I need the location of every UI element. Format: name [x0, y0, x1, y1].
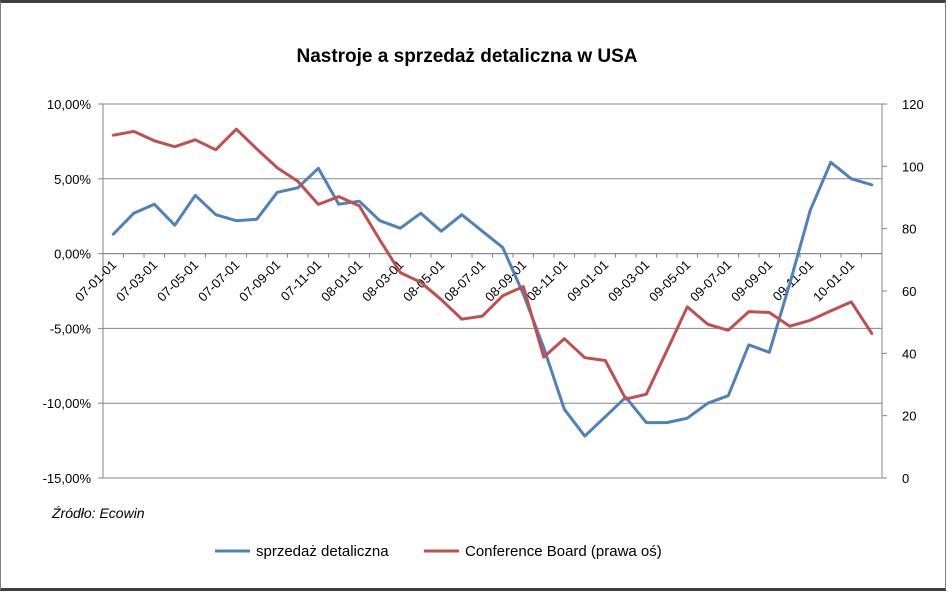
chart-title: Nastroje a sprzedaż detaliczna w USA — [296, 46, 637, 67]
legend-label-conference-board: Conference Board (prawa oś) — [465, 543, 662, 560]
x-tick-label: 10-01-01 — [810, 257, 857, 304]
x-tick-label: 09-05-01 — [646, 257, 693, 304]
right-y-axis-ticks: 120 100 80 60 40 20 0 — [882, 97, 924, 486]
x-tick-label: 09-09-01 — [728, 257, 775, 304]
x-tick-label: 09-01-01 — [564, 257, 611, 304]
right-tick-label: 0 — [902, 471, 909, 486]
legend: sprzedaż detaliczna Conference Board (pr… — [215, 543, 662, 560]
x-tick-label: 09-11-01 — [770, 257, 817, 304]
x-tick-label: 08-03-01 — [359, 257, 406, 304]
left-tick-label: 0,00% — [54, 247, 91, 262]
x-axis-ticks: 07-01-0107-03-0107-05-0107-07-0107-09-01… — [72, 253, 883, 305]
series-line-conference-board — [111, 127, 874, 401]
series-line-retail-sales — [111, 160, 874, 438]
series-lines — [111, 127, 874, 438]
x-tick-label: 07-03-01 — [113, 257, 160, 304]
x-tick-label: 08-09-01 — [482, 257, 529, 304]
left-tick-label: 10,00% — [47, 97, 92, 112]
left-tick-label: -10,00% — [43, 396, 92, 411]
left-tick-label: -15,00% — [43, 471, 92, 486]
right-tick-label: 20 — [902, 409, 916, 424]
x-tick-label: 07-05-01 — [154, 257, 201, 304]
x-tick-label: 09-07-01 — [687, 257, 734, 304]
x-tick-label: 09-03-01 — [605, 257, 652, 304]
left-y-axis-ticks: 10,00% 5,00% 0,00% -5,00% -10,00% -15,00% — [43, 97, 103, 486]
left-tick-label: -5,00% — [50, 321, 92, 336]
right-tick-label: 40 — [902, 346, 916, 361]
x-tick-label: 08-07-01 — [441, 257, 488, 304]
left-tick-label: 5,00% — [54, 172, 91, 187]
x-tick-label: 08-11-01 — [524, 257, 571, 304]
x-tick-label: 07-09-01 — [236, 257, 283, 304]
right-tick-label: 100 — [902, 159, 924, 174]
x-tick-label: 07-07-01 — [195, 257, 242, 304]
x-tick-label: 07-01-01 — [72, 257, 119, 304]
x-tick-label: 08-01-01 — [318, 257, 365, 304]
right-tick-label: 60 — [902, 284, 916, 299]
right-tick-label: 80 — [902, 222, 916, 237]
source-note: Źródło: Ecowin — [51, 505, 145, 521]
x-tick-label: 07-11-01 — [278, 257, 325, 304]
legend-label-retail-sales: sprzedaż detaliczna — [256, 543, 389, 560]
right-tick-label: 120 — [902, 97, 924, 112]
